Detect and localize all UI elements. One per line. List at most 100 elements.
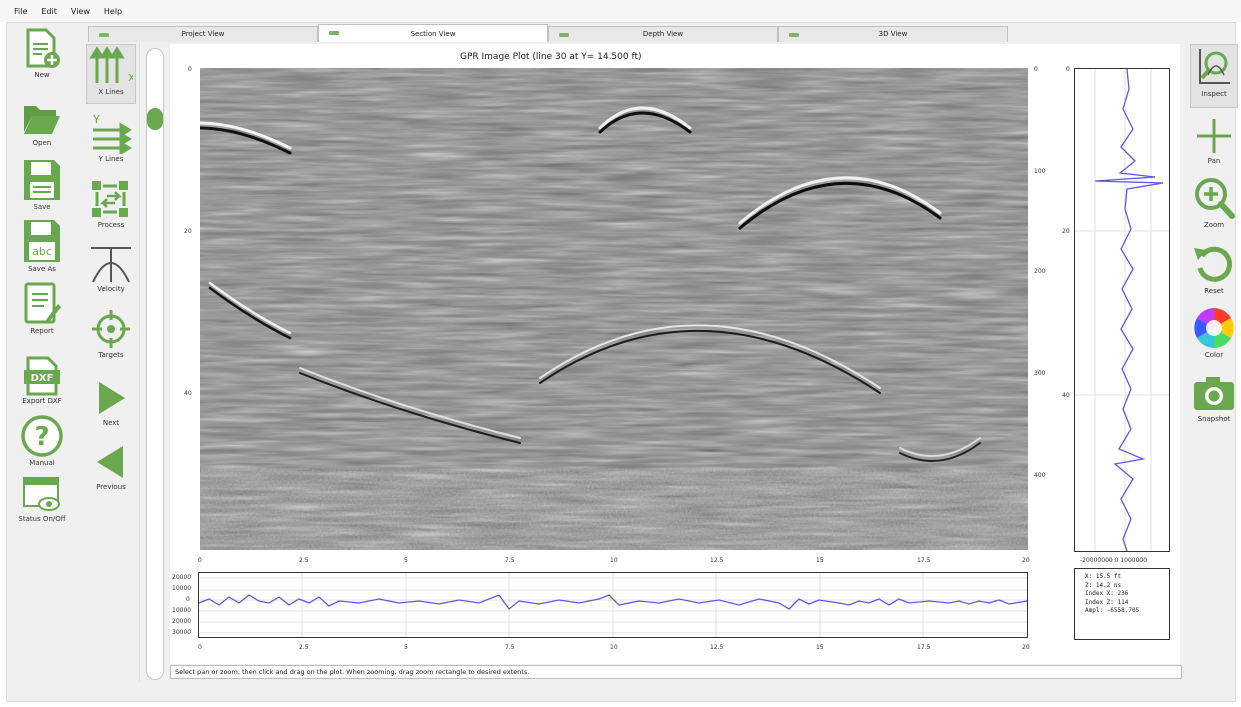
vertical-trace [1075, 68, 1169, 552]
vertical-trace-plot[interactable] [1074, 68, 1170, 552]
svg-text:Y: Y [92, 113, 100, 126]
status-toggle-label: Status On/Off [18, 515, 66, 523]
tab-grip-icon [329, 31, 339, 35]
previous-button[interactable]: Previous [86, 442, 136, 491]
y-lines-label: Y Lines [98, 155, 124, 163]
trace-x-tick: 12.5 [710, 644, 724, 651]
velocity-icon [91, 247, 131, 283]
zoom-label: Zoom [1203, 221, 1225, 229]
reset-label: Reset [1204, 287, 1224, 295]
tab-label: 3D View [878, 30, 908, 38]
crosshair-icon [92, 310, 130, 348]
next-button[interactable]: Next [86, 378, 136, 427]
trace-y-tick: 20000 [172, 618, 192, 625]
report-label: Report [30, 327, 54, 335]
svg-text:?: ? [34, 422, 49, 452]
color-button[interactable]: Color [1190, 306, 1238, 359]
tab-label: Project View [181, 30, 225, 38]
snapshot-button[interactable]: Snapshot [1190, 374, 1238, 423]
trace-x-tick: 0 [198, 644, 202, 651]
help-icon: ? [21, 415, 63, 457]
line-slider-thumb[interactable] [147, 108, 163, 130]
process-button[interactable]: Process [86, 178, 136, 229]
gpr-image[interactable] [200, 68, 1028, 550]
trace-y-tick: 10000 [172, 585, 192, 592]
x-lines-button[interactable]: x X Lines [86, 44, 136, 104]
x-tick: 10 [610, 557, 618, 564]
info-index-x: Index X: 236 [1085, 590, 1129, 597]
menu-edit[interactable]: Edit [41, 6, 57, 16]
menu-view[interactable]: View [70, 6, 90, 16]
inspect-label: Inspect [1201, 90, 1227, 98]
horizontal-trace-plot[interactable] [198, 572, 1028, 638]
targets-button[interactable]: Targets [86, 308, 136, 359]
menu-help[interactable]: Help [103, 6, 123, 16]
y-tick-left: 0 [188, 66, 192, 73]
info-index-z: Index Z: 114 [1085, 598, 1129, 606]
color-label: Color [1204, 351, 1224, 359]
plot-title: GPR Image Plot (line 30 at Y= 14.500 ft) [460, 52, 642, 62]
tab-project-view[interactable]: Project View [88, 26, 318, 42]
y-tick-left: 40 [184, 390, 192, 397]
y-lines-button[interactable]: Y Y Lines [86, 112, 136, 163]
camera-icon [1194, 377, 1234, 410]
previous-arrow-icon [97, 446, 123, 478]
status-bar: Select pan or zoom, then click and drag … [170, 665, 1182, 679]
x-tick: 5 [404, 557, 408, 564]
process-icon [92, 181, 128, 217]
new-button[interactable]: New [8, 28, 76, 79]
pan-button[interactable]: Pan [1190, 116, 1238, 165]
trace-x-tick: 17.5 [917, 644, 931, 651]
status-window-icon [23, 477, 60, 511]
horizontal-trace [198, 573, 1028, 637]
side-y-tick: 20 [1062, 228, 1070, 235]
y-tick-left: 20 [184, 228, 192, 235]
report-button[interactable]: Report [8, 282, 76, 335]
trace-y-tick: 20000 [172, 574, 192, 581]
side-y-tick: 40 [1062, 392, 1070, 399]
save-button[interactable]: Save [8, 158, 76, 211]
tab-label: Section View [410, 30, 456, 38]
folder-open-icon [24, 106, 60, 134]
open-button[interactable]: Open [8, 100, 76, 147]
export-dxf-button[interactable]: DXF Export DXF [8, 356, 76, 405]
velocity-button[interactable]: Velocity [86, 242, 136, 293]
tab-label: Depth View [642, 30, 684, 38]
inspect-button[interactable]: Inspect [1190, 44, 1238, 108]
line-slider-track[interactable] [146, 48, 164, 680]
svg-text:x: x [128, 70, 133, 84]
zoom-button[interactable]: Zoom [1190, 176, 1238, 229]
y-tick-right: 400 [1034, 472, 1046, 479]
trace-x-tick: 5 [404, 644, 408, 651]
reset-icon [1194, 246, 1233, 282]
process-label: Process [97, 221, 125, 229]
trace-y-tick: 10000 [172, 607, 192, 614]
save-as-button[interactable]: abc Save As [8, 218, 76, 273]
trace-y-tick: 0 [186, 596, 190, 603]
y-tick-right: 0 [1034, 66, 1038, 73]
manual-label: Manual [29, 459, 55, 467]
x-tick: 17.5 [917, 557, 931, 564]
reset-button[interactable]: Reset [1190, 242, 1238, 295]
trace-y-tick: 30000 [172, 629, 192, 636]
info-amplitude: Ampl: -6558.705 [1085, 607, 1140, 614]
tab-section-view[interactable]: Section View [318, 24, 548, 42]
y-lines-icon: Y [92, 113, 132, 154]
zoom-icon [1195, 178, 1235, 219]
cursor-info-box: X: 15.5 ft Z: 14.2 ns Index X: 236 Index… [1074, 568, 1170, 640]
x-tick: 0 [198, 557, 202, 564]
trace-x-tick: 15 [816, 644, 824, 651]
trace-x-tick: 7.5 [505, 644, 515, 651]
info-z: Z: 14.2 ns [1085, 581, 1122, 589]
section-toolbar: x X Lines Y Y Lines Process [82, 42, 140, 682]
svg-text:abc: abc [32, 245, 52, 258]
left-toolbar: New Open Save abc Save As [8, 26, 76, 686]
menu-file[interactable]: File [14, 6, 28, 16]
save-as-label: Save As [28, 265, 56, 273]
y-tick-right: 300 [1034, 370, 1046, 377]
status-toggle-button[interactable]: Status On/Off [8, 474, 76, 523]
manual-button[interactable]: ? Manual [8, 414, 76, 467]
tab-3d-view[interactable]: 3D View [778, 26, 1008, 42]
tab-depth-view[interactable]: Depth View [548, 26, 778, 42]
trace-x-tick: 20 [1022, 644, 1030, 651]
